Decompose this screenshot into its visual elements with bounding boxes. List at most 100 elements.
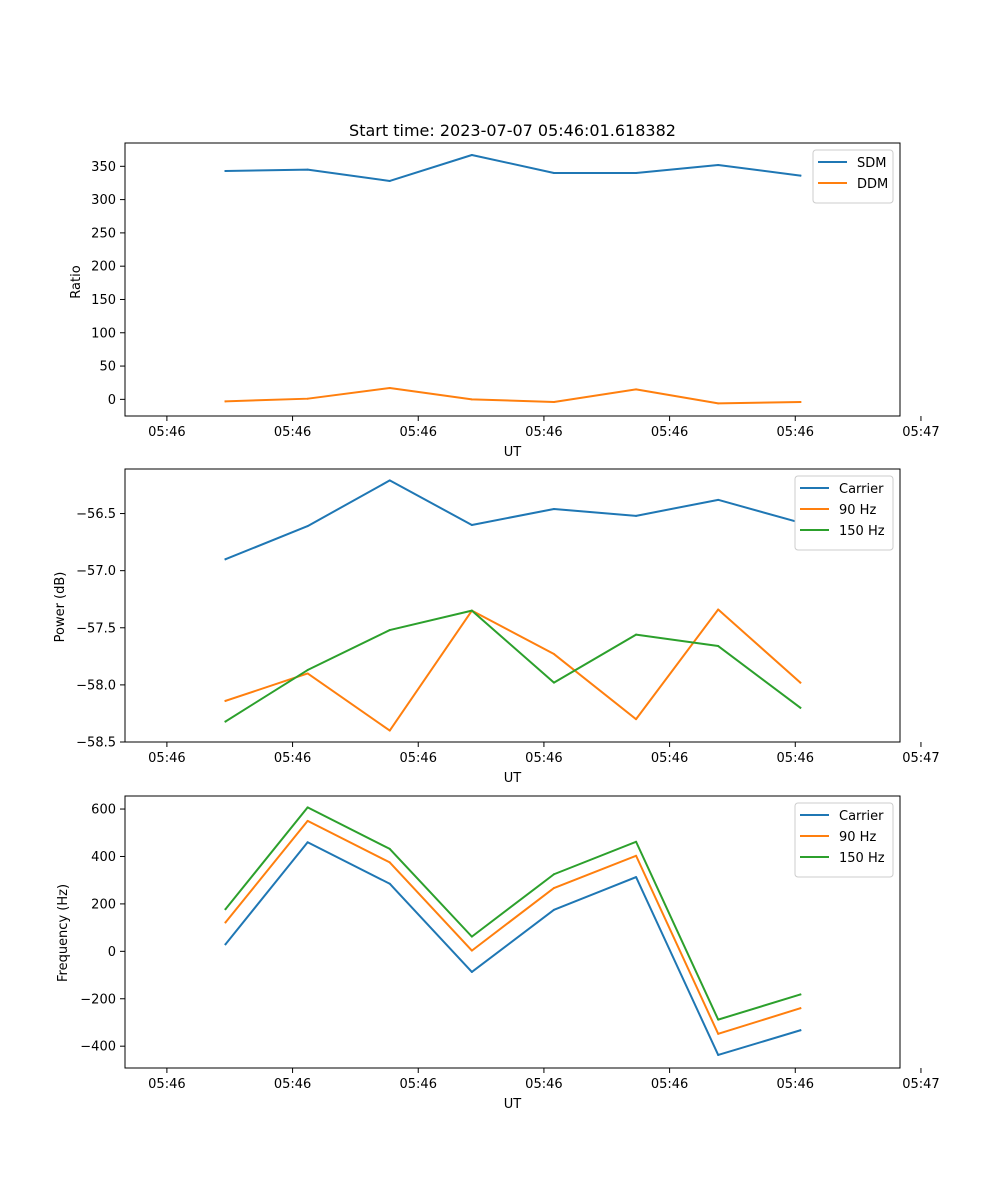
power-legend-label-90-hz: 90 Hz [839,503,876,518]
ratio-legend-box [812,149,894,204]
ratio-y-tick-label: 100 [91,326,116,341]
power-series-150-hz-point [470,609,473,612]
ratio-y-tick-label: 300 [91,193,116,208]
ratio-y-tick-label: 250 [91,226,116,241]
power-series-150-hz-point [388,629,391,632]
frequency-series-carrier-point [799,1029,802,1032]
frequency-legend-label-carrier: Carrier [839,809,884,824]
frequency-x-tick-label: 05:46 [274,1077,311,1092]
power-x-tick-label: 05:46 [651,751,688,766]
power-x-tick-label: 05:47 [902,751,939,766]
frequency-x-tick-label: 05:46 [651,1077,688,1092]
ratio-legend-label-sdm: SDM [857,156,886,171]
ratio-x-tick-label: 05:46 [525,425,562,440]
power-x-tick-label: 05:46 [525,751,562,766]
frequency-x-tick-label: 05:46 [525,1077,562,1092]
frequency-panel: 05:46 05:46 05:46 05:46 05:46 05:46 05:47 −400 −… [56,795,940,1112]
ratio-y-tick-label: 150 [91,293,116,308]
frequency-y-tick-label: −400 [80,1040,116,1055]
ratio-legend-label-ddm: DDM [857,177,888,192]
frequency-series-90-hz-line [224,819,802,1035]
power-y-tick-label: −56.5 [76,507,116,522]
power-series-150-hz-line [224,609,802,723]
power-series-150-hz-point [224,720,227,723]
power-series-carrier-line [224,479,802,561]
ratio-y-tick-label: 350 [91,160,116,175]
frequency-x-tick-label: 05:46 [148,1077,185,1092]
power-panel: 05:46 05:46 05:46 05:46 05:46 05:46 05:47 −58.5… [53,468,940,786]
ratio-y-axis-label: Ratio [69,265,84,298]
power-series-carrier-point [388,479,391,482]
ratio-axes-frame [124,142,901,417]
frequency-y-tick-label: 200 [91,897,116,912]
ratio-series-sdm-point [470,153,473,156]
frequency-series-90-hz-point [306,819,309,822]
power-x-axis-label: UT [504,771,522,786]
power-series-150-hz-point [799,706,802,709]
power-series-90-hz-point [552,653,555,656]
frequency-series-150-hz-point [224,908,227,911]
frequency-series-carrier-point [224,943,227,946]
frequency-series-90-hz-point [717,1032,720,1035]
frequency-series-150-hz-point [306,806,309,809]
ratio-x-axis-label: UT [504,445,522,460]
frequency-axes-frame [124,795,901,1069]
frequency-legend-label-90-hz: 90 Hz [839,830,876,845]
power-series-carrier-point [470,523,473,526]
ratio-legend: SDM DDM [812,149,894,204]
power-series-90-hz-point [635,718,638,721]
power-series-90-hz-line [224,608,802,732]
frequency-legend-label-150-hz: 150 Hz [839,851,885,866]
frequency-series-150-hz-point [799,993,802,996]
ratio-y-tick-label: 200 [91,260,116,275]
power-x-tick-label: 05:46 [274,751,311,766]
frequency-series-150-hz-point [552,873,555,876]
ratio-series-ddm-point [552,401,555,404]
power-y-tick-label: −58.0 [76,678,116,693]
ratio-series-sdm-point [306,168,309,171]
power-series-90-hz-point [224,699,227,702]
ratio-series-sdm-point [799,174,802,177]
power-series-90-hz-point [799,681,802,684]
frequency-x-tick-label: 05:46 [777,1077,814,1092]
frequency-series-150-hz-point [717,1018,720,1021]
ratio-x-tick-label: 05:47 [902,425,939,440]
frequency-series-90-hz-point [635,854,638,857]
frequency-y-tick-label: 400 [91,850,116,865]
power-series-90-hz-point [388,729,391,732]
ratio-series-ddm-point [717,402,720,405]
frequency-series-90-hz-point [552,887,555,890]
ratio-series-ddm-point [388,387,391,390]
frequency-y-tick-label: 0 [108,945,116,960]
ratio-series-ddm-point [470,398,473,401]
power-axes-frame [124,468,901,743]
frequency-legend: Carrier 90 Hz 150 Hz [794,802,894,878]
frequency-series-carrier-point [470,970,473,973]
power-legend-box [794,475,894,551]
ratio-series-ddm-line [224,387,802,405]
ratio-series-sdm-point [224,169,227,172]
power-series-carrier-point [717,498,720,501]
frequency-series-carrier-point [717,1053,720,1056]
power-series-150-hz-point [717,645,720,648]
frequency-legend-box [794,802,894,878]
ratio-series-sdm-point [635,171,638,174]
ratio-series-ddm-point [224,400,227,403]
frequency-series-carrier-line [224,841,802,1056]
frequency-series-150-hz-point [470,935,473,938]
power-plot-area: 05:46 05:46 05:46 05:46 05:46 05:46 05:47 −58.5… [76,468,940,766]
power-legend: Carrier 90 Hz 150 Hz [794,475,894,551]
ratio-x-tick-label: 05:46 [148,425,185,440]
frequency-x-tick-label: 05:47 [902,1077,939,1092]
power-series-150-hz-point [552,681,555,684]
ratio-series-sdm-point [717,163,720,166]
power-x-tick-label: 05:46 [777,751,814,766]
frequency-series-90-hz-point [470,949,473,952]
ratio-series-ddm-point [306,397,309,400]
power-series-150-hz-point [306,669,309,672]
frequency-series-carrier-point [388,882,391,885]
ratio-x-tick-label: 05:46 [777,425,814,440]
power-y-tick-label: −58.5 [76,736,116,751]
frequency-series-150-hz-line [224,806,802,1021]
